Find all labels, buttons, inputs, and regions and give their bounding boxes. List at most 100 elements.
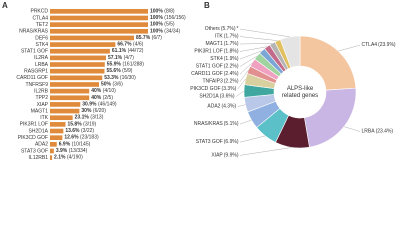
- value-label: 30% (6/20): [81, 108, 106, 114]
- slice-label: CTLA4(23.9%): [362, 43, 396, 49]
- slice-percent: (3.6%): [220, 94, 235, 100]
- value-label: 6.9% (10/145): [59, 142, 91, 148]
- category-label: STK4: [35, 42, 48, 48]
- bar: [50, 75, 103, 81]
- value-label: 55.6% (5/9): [106, 69, 132, 75]
- slice-name: STAT3 GOF: [196, 140, 223, 146]
- bar: [50, 35, 134, 41]
- slice-percent: (5.1%): [224, 121, 239, 127]
- value-text: 100%: [150, 9, 163, 15]
- slice-name: ITK: [215, 34, 223, 40]
- slice-percent: (5.7%): [221, 26, 236, 32]
- category-label: IL12RB1: [29, 155, 49, 161]
- value-text: 30%: [81, 108, 92, 114]
- slice-label: STAT3 GOF(6.9%): [196, 140, 239, 146]
- category-label: PIK3R1 LOF: [20, 122, 48, 128]
- bar: [50, 28, 148, 34]
- slice-label: XIAP(9.9%): [211, 153, 238, 159]
- bar: [50, 22, 148, 27]
- slice-percent: (1.8%): [224, 49, 239, 55]
- bar: [50, 115, 73, 121]
- category-label: MAGT1: [31, 108, 48, 114]
- slice-name: STAT1 GOF: [196, 64, 223, 70]
- center-text: related genes: [282, 93, 318, 99]
- value-text: 100%: [150, 15, 163, 21]
- value-label: 3.9% (13/334): [56, 148, 88, 154]
- category-label: NRAS/KRAS: [19, 29, 49, 35]
- leader-line: [239, 43, 273, 45]
- value-text: 66.7%: [117, 42, 132, 48]
- leader-line: [237, 78, 246, 90]
- leader-line: [239, 55, 258, 67]
- count-text: (4/190): [67, 155, 83, 161]
- slice-name: PIK3CD GOF: [190, 86, 220, 92]
- count-text: (3/22): [81, 128, 94, 134]
- count-text: (5/5): [164, 22, 175, 28]
- value-label: 100% (34/34): [150, 29, 180, 35]
- value-label: 100% (5/5): [150, 22, 175, 28]
- bar: [50, 68, 105, 74]
- count-text: (6/20): [93, 108, 106, 114]
- slice-label: STAT1 GOF(2.2%): [196, 64, 239, 70]
- category-label: ADA2: [35, 142, 48, 148]
- count-text: (44/72): [128, 49, 144, 55]
- bar: [50, 15, 148, 21]
- slice-label: LRBA(23.4%): [362, 129, 394, 135]
- value-label: 57.1% (4/7): [108, 55, 134, 61]
- slice-name: CTLA4: [362, 43, 378, 49]
- value-label: 61.1% (44/72): [112, 49, 144, 55]
- value-label: 40% (2/5): [91, 95, 113, 101]
- value-label: 2.1% (4/190): [54, 155, 83, 161]
- category-label: TET2: [36, 22, 48, 28]
- value-text: 40%: [91, 88, 102, 94]
- slice-percent: (3.3%): [222, 86, 237, 92]
- donut-slice: [279, 35, 301, 69]
- leader-line: [239, 62, 253, 75]
- category-label: ITK: [40, 115, 48, 121]
- slice-percent: (2.4%): [224, 71, 239, 77]
- value-text: 100%: [150, 29, 163, 35]
- category-label: IL2RB: [34, 88, 49, 94]
- leader-line: [239, 69, 249, 82]
- value-text: 23.1%: [75, 115, 90, 121]
- leader-line: [239, 50, 263, 60]
- value-label: 100% (156/156): [150, 15, 186, 21]
- slice-name: Others: [205, 26, 221, 32]
- count-text: (161/288): [122, 62, 144, 68]
- bar: [50, 55, 106, 61]
- slice-label: TNFAIP3(2.2%): [202, 79, 238, 85]
- leader-line: [239, 46, 268, 52]
- slice-name: LRBA: [362, 129, 376, 135]
- count-text: (46/149): [98, 102, 117, 108]
- bar: [50, 141, 57, 147]
- value-label: 13.6% (3/22): [65, 128, 94, 134]
- bar: [50, 102, 81, 107]
- category-label: PIK3CD GOF: [18, 135, 48, 141]
- donut-slice: [304, 87, 357, 148]
- slice-name: ADA2: [207, 104, 220, 110]
- value-text: 57.1%: [108, 55, 123, 61]
- category-label: TPP2: [35, 95, 48, 101]
- bar: [50, 128, 64, 134]
- donut-slice: [299, 35, 357, 91]
- slice-percent: (9.9%): [224, 153, 239, 159]
- category-label: CTLA4: [32, 15, 48, 21]
- category-label: CARD11 GOF: [16, 75, 48, 81]
- bar: [50, 88, 90, 94]
- count-text: (4/6): [133, 42, 144, 48]
- slice-percent: (23.9%): [378, 43, 396, 49]
- value-text: 53.3%: [104, 75, 119, 81]
- figure: A B PRKCD 100% (8/8)CTLA4 100% (156/156)TET2…: [2, 1, 396, 161]
- slice-percent: (1.7%): [224, 41, 239, 47]
- slice-label: ADA2(4.3%): [207, 104, 236, 110]
- bar: [50, 148, 54, 154]
- value-text: 30.9%: [82, 102, 97, 108]
- bar: [50, 62, 105, 67]
- slice-percent: (1.9%): [224, 56, 239, 62]
- value-text: 55.6%: [106, 69, 121, 75]
- bar: [50, 95, 90, 101]
- bar: [50, 155, 53, 160]
- slice-label: Others(5.7%)*: [205, 26, 239, 32]
- value-text: 55.9%: [107, 62, 122, 68]
- bar: [50, 108, 80, 114]
